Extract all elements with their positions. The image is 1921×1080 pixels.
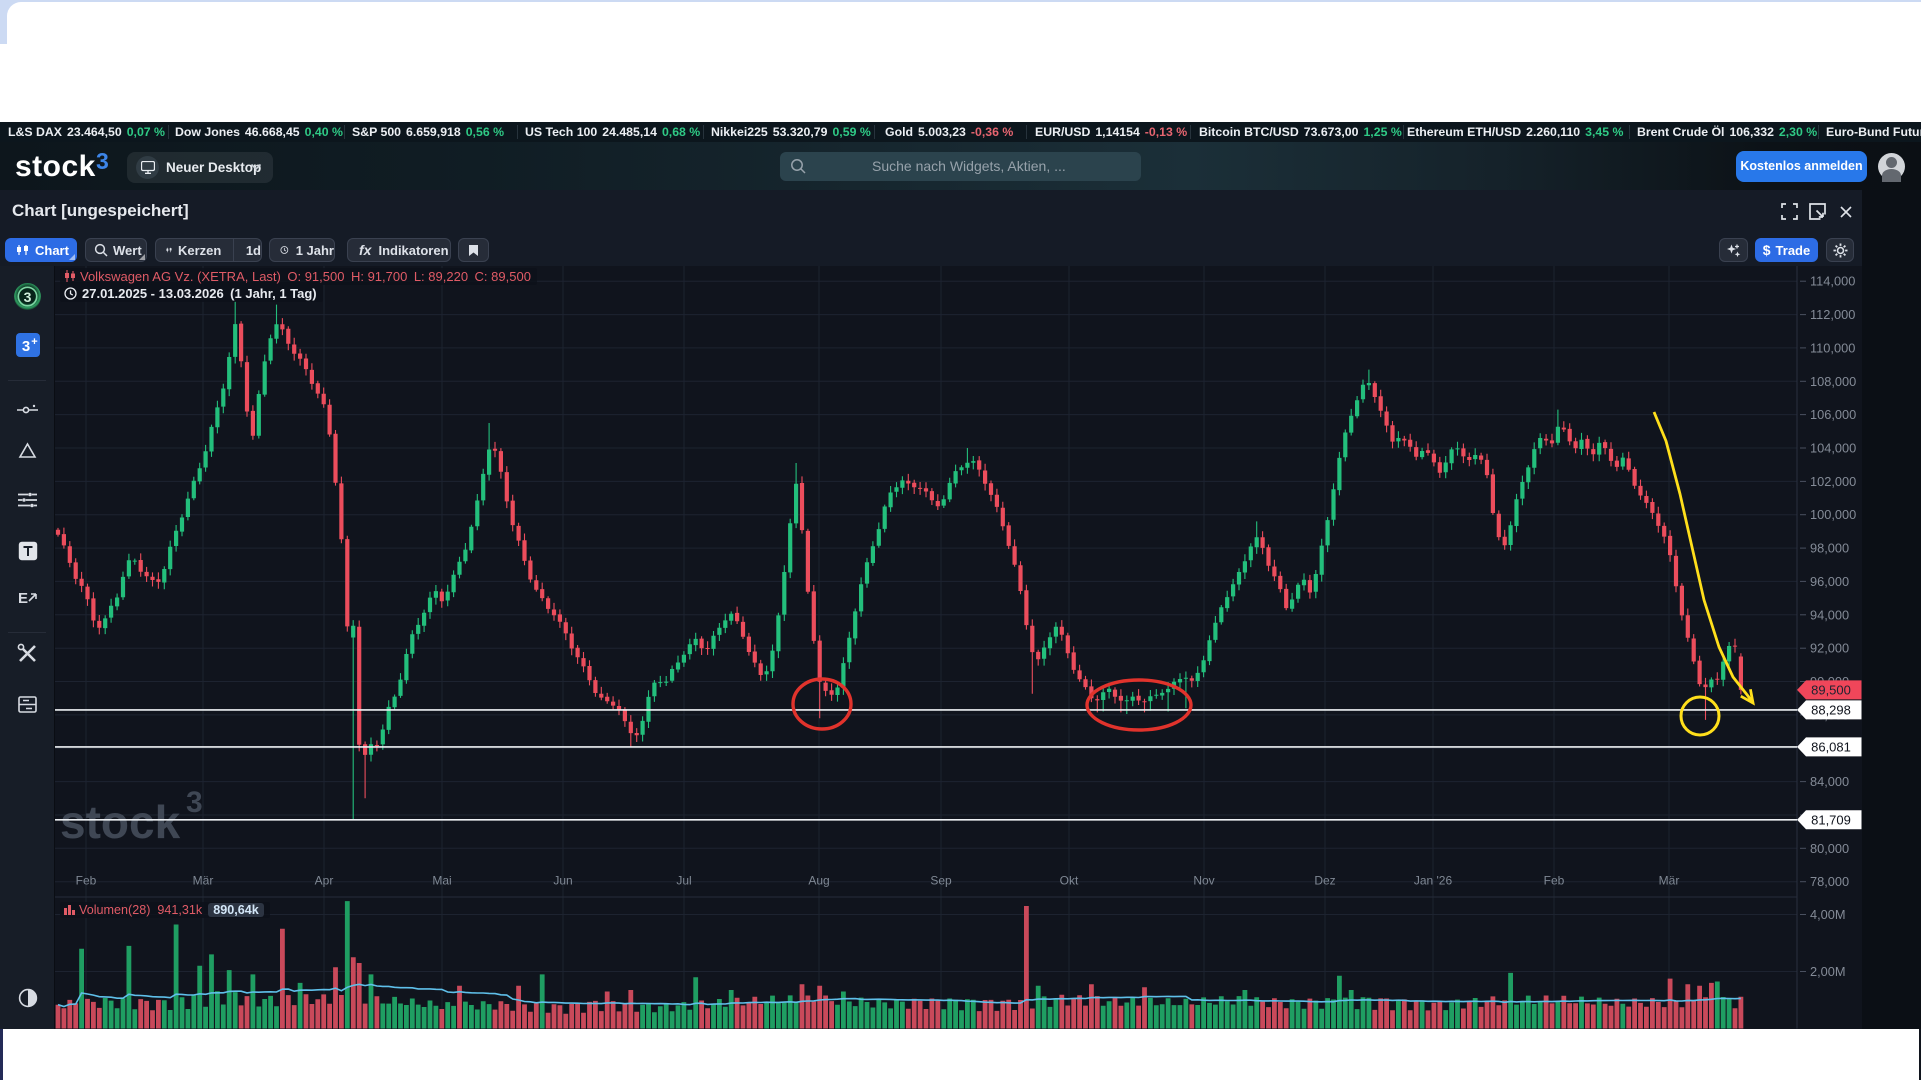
svg-text:86,081: 86,081: [1811, 740, 1851, 755]
svg-text:Mär: Mär: [1659, 874, 1680, 888]
svg-text:2,00M: 2,00M: [1810, 964, 1846, 979]
svg-text:Mai: Mai: [432, 874, 451, 888]
svg-text:78,000: 78,000: [1810, 874, 1849, 889]
svg-text:Feb: Feb: [76, 874, 97, 888]
svg-text:Aug: Aug: [808, 874, 829, 888]
svg-text:Apr: Apr: [315, 874, 334, 888]
svg-text:106,000: 106,000: [1810, 407, 1856, 422]
svg-text:Dez: Dez: [1314, 874, 1335, 888]
svg-text:84,000: 84,000: [1810, 774, 1849, 789]
svg-text:Jun: Jun: [553, 874, 572, 888]
svg-text:108,000: 108,000: [1810, 374, 1856, 389]
svg-text:80,000: 80,000: [1810, 841, 1849, 856]
svg-text:4,00M: 4,00M: [1810, 907, 1846, 922]
svg-text:+: +: [31, 336, 37, 348]
svg-text:100,000: 100,000: [1810, 507, 1856, 522]
svg-text:98,000: 98,000: [1810, 541, 1849, 556]
svg-text:88,298: 88,298: [1811, 703, 1851, 718]
svg-text:Okt: Okt: [1060, 874, 1079, 888]
svg-text:3: 3: [24, 289, 32, 305]
svg-text:Feb: Feb: [1544, 874, 1565, 888]
svg-text:114,000: 114,000: [1810, 274, 1855, 289]
svg-text:81,709: 81,709: [1811, 812, 1851, 827]
svg-text:104,000: 104,000: [1810, 441, 1856, 456]
svg-text:stock: stock: [60, 796, 181, 848]
svg-text:Jan '26: Jan '26: [1414, 874, 1453, 888]
svg-text:Jul: Jul: [676, 874, 691, 888]
svg-text:110,000: 110,000: [1810, 340, 1855, 355]
svg-text:Sep: Sep: [930, 874, 952, 888]
svg-text:Mär: Mär: [193, 874, 214, 888]
svg-text:102,000: 102,000: [1810, 474, 1856, 489]
svg-text:E: E: [18, 590, 28, 607]
svg-text:92,000: 92,000: [1810, 641, 1849, 656]
svg-text:Nov: Nov: [1193, 874, 1214, 888]
svg-text:89,500: 89,500: [1811, 683, 1851, 698]
svg-text:94,000: 94,000: [1810, 607, 1849, 622]
svg-text:3: 3: [186, 786, 203, 819]
svg-text:112,000: 112,000: [1810, 307, 1855, 322]
svg-text:3: 3: [22, 338, 30, 355]
svg-text:96,000: 96,000: [1810, 574, 1849, 589]
